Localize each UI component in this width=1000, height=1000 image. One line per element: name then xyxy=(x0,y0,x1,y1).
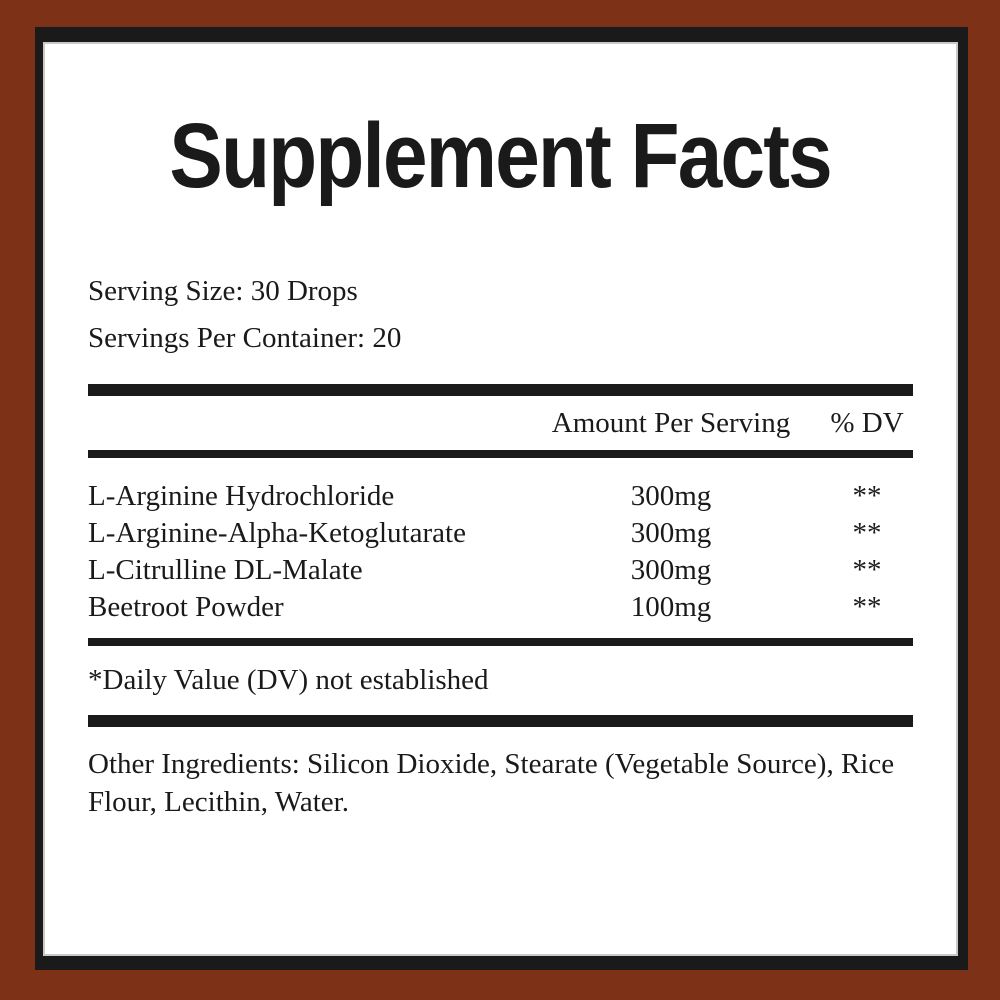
ingredient-amount: 300mg xyxy=(630,554,712,586)
divider-thick-top xyxy=(88,384,913,396)
divider-thick-bottom xyxy=(88,715,913,727)
table-row: L-Citrulline DL-Malate 300mg ** xyxy=(88,552,913,589)
table-row: L-Arginine-Alpha-Ketoglutarate 300mg ** xyxy=(88,515,913,552)
ingredient-table: L-Arginine Hydrochloride 300mg ** L-Argi… xyxy=(88,458,913,638)
supplement-facts-panel: Supplement Facts Serving Size: 30 Drops … xyxy=(35,27,968,970)
header-percent-dv: % DV xyxy=(830,406,904,439)
label-content: Supplement Facts Serving Size: 30 Drops … xyxy=(88,42,913,821)
divider-below-header xyxy=(88,450,913,458)
ingredient-amount: 300mg xyxy=(630,480,712,512)
divider-above-footnote xyxy=(88,638,913,646)
table-row: L-Arginine Hydrochloride 300mg ** xyxy=(88,478,913,515)
ingredient-name: Beetroot Powder xyxy=(88,591,284,623)
ingredient-dv: ** xyxy=(852,554,882,586)
ingredient-amount: 100mg xyxy=(630,591,712,623)
daily-value-footnote: *Daily Value (DV) not established xyxy=(88,664,489,696)
other-ingredients: Other Ingredients: Silicon Dioxide, Stea… xyxy=(88,748,895,818)
serving-info: Serving Size: 30 Drops Servings Per Cont… xyxy=(88,268,913,362)
serving-size: Serving Size: 30 Drops xyxy=(88,275,358,307)
table-header-row: Amount Per Serving % DV xyxy=(88,396,913,450)
ingredient-dv: ** xyxy=(852,517,882,549)
table-row: Beetroot Powder 100mg ** xyxy=(88,589,913,626)
servings-per-container: Servings Per Container: 20 xyxy=(88,322,402,354)
ingredient-name: L-Arginine Hydrochloride xyxy=(88,480,395,512)
ingredient-dv: ** xyxy=(852,591,882,623)
ingredient-name: L-Citrulline DL-Malate xyxy=(88,554,363,586)
header-amount-per-serving: Amount Per Serving xyxy=(551,406,791,439)
ingredient-dv: ** xyxy=(852,480,882,512)
ingredient-amount: 300mg xyxy=(630,517,712,549)
page-title: Supplement Facts xyxy=(169,105,833,207)
ingredient-name: L-Arginine-Alpha-Ketoglutarate xyxy=(88,517,466,549)
